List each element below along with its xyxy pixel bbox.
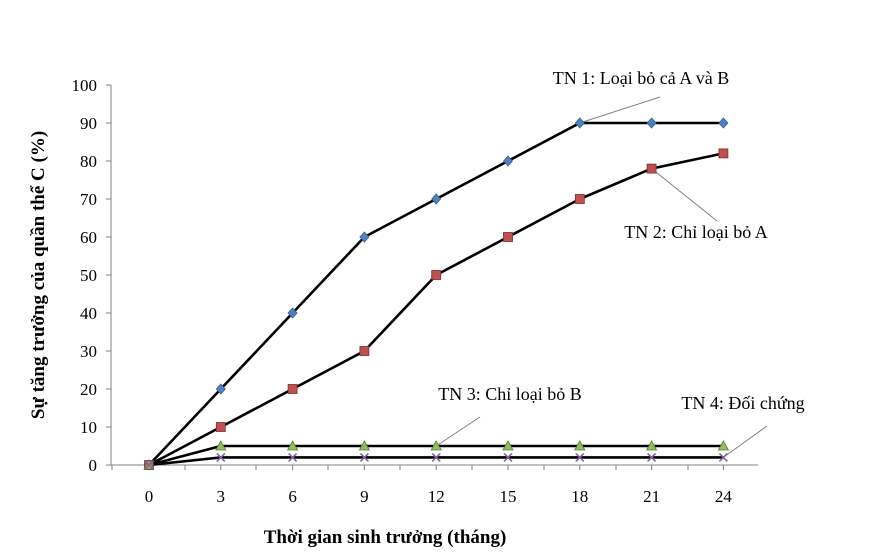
x-tick-label: 3 bbox=[217, 487, 226, 506]
data-point-diamond bbox=[215, 383, 226, 395]
annotation-label: TN 2: Chỉ loại bỏ A bbox=[624, 222, 768, 242]
data-point-x bbox=[144, 460, 154, 470]
data-point-triangle bbox=[574, 440, 586, 451]
annotation-leader bbox=[579, 96, 661, 124]
y-tick-label: 0 bbox=[89, 456, 98, 475]
data-point-diamond bbox=[574, 117, 585, 129]
data-point-square bbox=[215, 422, 226, 432]
series-line bbox=[148, 456, 724, 467]
y-tick-label: 30 bbox=[80, 342, 97, 361]
data-point-triangle bbox=[717, 440, 730, 451]
y-tick-label: 80 bbox=[80, 152, 97, 171]
x-tick-label: 18 bbox=[571, 487, 588, 506]
data-point-x bbox=[216, 452, 226, 462]
data-point-x bbox=[718, 452, 728, 462]
y-tick-label: 10 bbox=[80, 418, 97, 437]
series-markers bbox=[143, 117, 730, 471]
x-tick-label: 9 bbox=[360, 487, 369, 506]
data-point-x bbox=[431, 452, 441, 462]
annotation-leader bbox=[723, 425, 768, 458]
ticks: 0 10 20 30 40 50 60 70 80 90 100 0 3 6 9 12 15 18 21 24 bbox=[72, 76, 733, 506]
data-point-diamond bbox=[359, 231, 370, 243]
data-point-x bbox=[575, 452, 585, 462]
x-tick-label: 12 bbox=[428, 487, 445, 506]
data-point-triangle bbox=[286, 440, 299, 451]
y-tick-label: 50 bbox=[80, 266, 97, 285]
data-point-diamond bbox=[431, 193, 442, 205]
data-point-diamond bbox=[718, 117, 729, 129]
x-tick-label: 21 bbox=[643, 487, 660, 506]
x-tick-label: 6 bbox=[288, 487, 297, 506]
series-lines bbox=[148, 121, 724, 467]
data-point-x bbox=[647, 452, 657, 462]
data-point-x bbox=[288, 452, 298, 462]
annotation-label: TN 1: Loại bỏ cả A và B bbox=[553, 68, 729, 88]
x-tick-label: 15 bbox=[500, 487, 517, 506]
annotation-label: TN 3: Chỉ loại bỏ B bbox=[438, 384, 582, 404]
y-tick-label: 90 bbox=[80, 114, 97, 133]
data-point-triangle bbox=[502, 440, 514, 451]
y-tick-label: 70 bbox=[80, 190, 97, 209]
annotation-leaders bbox=[435, 96, 768, 458]
y-tick-label: 20 bbox=[80, 380, 97, 399]
data-point-square bbox=[574, 194, 585, 204]
x-tick-label: 0 bbox=[145, 487, 154, 506]
data-point-x bbox=[359, 452, 369, 462]
annotations: TN 1: Loại bỏ cả A và B TN 2: Chỉ loại bỏ… bbox=[438, 68, 804, 413]
x-axis-title: Thời gian sinh trưởng (tháng) bbox=[264, 527, 507, 548]
y-tick-label: 100 bbox=[72, 76, 98, 95]
y-tick-label: 60 bbox=[80, 228, 97, 247]
y-tick-label: 40 bbox=[80, 304, 97, 323]
data-point-square bbox=[646, 163, 657, 174]
annotation-leader bbox=[651, 168, 718, 222]
data-point-x bbox=[503, 452, 513, 462]
data-point-diamond bbox=[287, 307, 298, 319]
data-point-triangle bbox=[358, 440, 371, 451]
x-tick-label: 24 bbox=[715, 487, 733, 506]
data-point-square bbox=[503, 232, 513, 242]
annotation-label: TN 4: Đối chứng bbox=[681, 393, 804, 413]
data-point-diamond bbox=[502, 155, 514, 167]
data-point-triangle bbox=[215, 440, 227, 451]
data-point-square bbox=[359, 346, 370, 356]
y-axis-title: Sự tăng trưởng của quần thể C (%) bbox=[28, 131, 49, 419]
data-point-square bbox=[718, 148, 729, 159]
data-point-diamond bbox=[646, 117, 657, 129]
data-point-triangle bbox=[430, 440, 442, 451]
data-point-square bbox=[431, 270, 442, 280]
data-point-triangle bbox=[645, 440, 658, 451]
annotation-leader bbox=[435, 416, 481, 447]
data-point-square bbox=[287, 384, 298, 394]
